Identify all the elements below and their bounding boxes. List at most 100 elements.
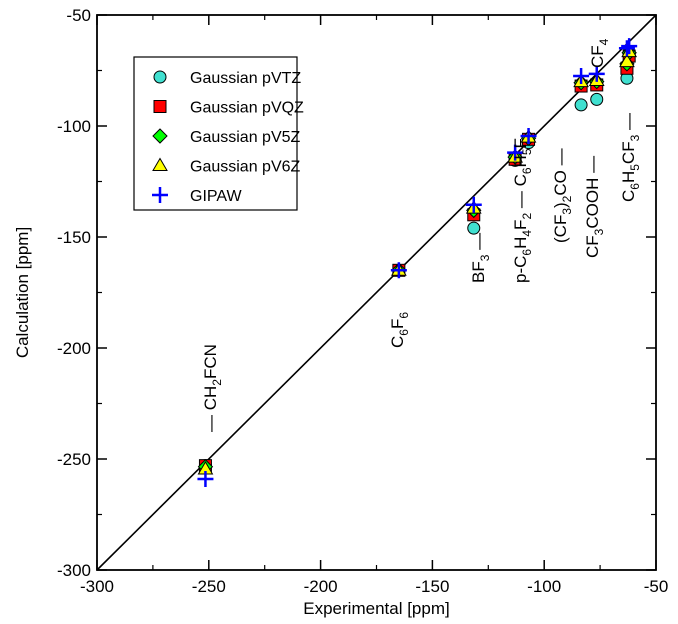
subscript: 6	[520, 249, 534, 256]
text-span: CF	[619, 141, 638, 164]
legend-label: Gaussian pV5Z	[190, 129, 301, 146]
annotation-cf32co: (CF3)2CO —	[551, 148, 574, 243]
data-point-gaussian-pvtz	[467, 221, 481, 235]
legend-marker-gaussian-pvtz	[153, 70, 167, 84]
subscript: 2	[520, 213, 534, 220]
plot-frame	[96, 14, 657, 571]
y-tick-label: -300	[57, 561, 91, 580]
legend-marker-gaussian-pvqz	[153, 100, 167, 113]
data-point-gipaw	[507, 144, 524, 161]
y-ticks: -300 -250 -200 -150 -100 -50	[57, 6, 656, 580]
subscript: 6	[628, 183, 642, 190]
text-span: —	[511, 186, 530, 212]
text-span: —	[551, 148, 570, 170]
y-axis-title: Calculation [ppm]	[13, 227, 32, 358]
y-tick-label: -150	[57, 228, 91, 247]
text-span: CF	[588, 45, 607, 68]
annotation-bf3: BF3 —	[469, 233, 492, 283]
subscript: 3	[628, 134, 642, 141]
subscript: 6	[397, 329, 411, 336]
data-point-gipaw	[588, 65, 605, 82]
text-span: (CF	[551, 215, 570, 243]
text-span: CH	[201, 386, 220, 411]
annotation-pc6h4f2: p-C6H4F2 — C6H5F	[511, 138, 534, 283]
data-point-gipaw	[621, 38, 638, 55]
x-tick-label: -300	[80, 577, 114, 596]
legend-marker-gipaw	[152, 187, 168, 203]
annotation-cf3cooh: CF3COOH —	[583, 156, 606, 258]
subscript: 3	[592, 228, 606, 235]
y-tick-label: -50	[66, 6, 91, 25]
y-tick-label: -250	[57, 450, 91, 469]
annotation-text: p-C6H4F2 — C6H5F	[511, 138, 534, 283]
legend: Gaussian pVTZ Gaussian pVQZ Gaussian pV5Z G…	[133, 56, 304, 211]
data-point-gipaw	[573, 68, 590, 85]
subscript: 2	[560, 195, 574, 202]
text-span: BF	[469, 261, 488, 283]
legend-label: Gaussian pV6Z	[190, 159, 301, 176]
text-span: H	[511, 237, 530, 249]
legend-marker-gaussian-pv6z	[152, 157, 168, 171]
subscript: 3	[478, 254, 492, 261]
text-span: —	[201, 410, 220, 432]
text-span: CO	[551, 170, 570, 196]
legend-marker-gaussian-pv5z	[152, 128, 168, 144]
legend-label: Gaussian pVTZ	[190, 70, 301, 87]
text-span: H	[511, 155, 530, 167]
text-span: F	[511, 138, 530, 148]
data-point-gipaw	[197, 470, 214, 487]
reference-line	[96, 14, 657, 571]
text-span: —	[619, 113, 638, 135]
x-tick-label: -100	[527, 577, 561, 596]
x-tick-label: -150	[415, 577, 449, 596]
annotation-ch2fcn: — CH2FCN	[201, 344, 224, 432]
subscript: 2	[210, 379, 224, 386]
x-axis-title: Experimental [ppm]	[303, 599, 449, 618]
annotation-text: CF3COOH —	[583, 156, 606, 258]
text-span: CF	[583, 235, 602, 258]
data-point-gipaw	[390, 262, 407, 279]
data-point-gaussian-pv6z	[619, 53, 635, 68]
text-span: p-C	[511, 256, 530, 283]
text-span: COOH	[583, 178, 602, 229]
text-span: C	[388, 336, 407, 348]
x-ticks: -300 -250 -200 -150 -100 -50	[80, 15, 668, 596]
subscript: 6	[397, 312, 411, 319]
annotation-text: BF3 —	[469, 233, 492, 283]
text-span: )	[551, 202, 570, 208]
legend-label: GIPAW	[190, 188, 242, 205]
text-span: FCN	[201, 344, 220, 379]
text-span: F	[388, 319, 407, 329]
annotation-cf4: CF4	[588, 38, 611, 68]
annotation-text: — CH2FCN	[201, 344, 224, 432]
subscript: 5	[520, 148, 534, 155]
y-tick-label: -200	[57, 339, 91, 358]
subscript: 3	[560, 208, 574, 215]
data-point-gipaw	[465, 196, 482, 213]
subscript: 4	[597, 38, 611, 45]
text-span: C	[511, 174, 530, 186]
subscript: 5	[628, 164, 642, 171]
data-point-gipaw	[520, 127, 537, 144]
data-points	[197, 38, 638, 487]
data-point-gaussian-pvtz	[590, 92, 604, 106]
annotation-text: CF4	[588, 38, 611, 68]
annotation-text: C6H5CF3 —	[619, 113, 642, 202]
text-span: F	[511, 220, 530, 230]
data-point-gaussian-pvtz	[574, 98, 588, 112]
x-tick-label: -50	[644, 577, 669, 596]
text-span: H	[619, 171, 638, 183]
legend-label: Gaussian pVQZ	[190, 100, 304, 117]
annotation-c6h5cf3: C6H5CF3 —	[619, 113, 642, 202]
text-span: C	[619, 190, 638, 202]
x-tick-label: -200	[304, 577, 338, 596]
subscript: 6	[520, 167, 534, 174]
subscript: 4	[520, 230, 534, 237]
text-span: —	[469, 233, 488, 255]
annotation-c6f6: C6F6	[388, 312, 411, 348]
text-span: —	[583, 156, 602, 178]
x-tick-label: -250	[192, 577, 226, 596]
